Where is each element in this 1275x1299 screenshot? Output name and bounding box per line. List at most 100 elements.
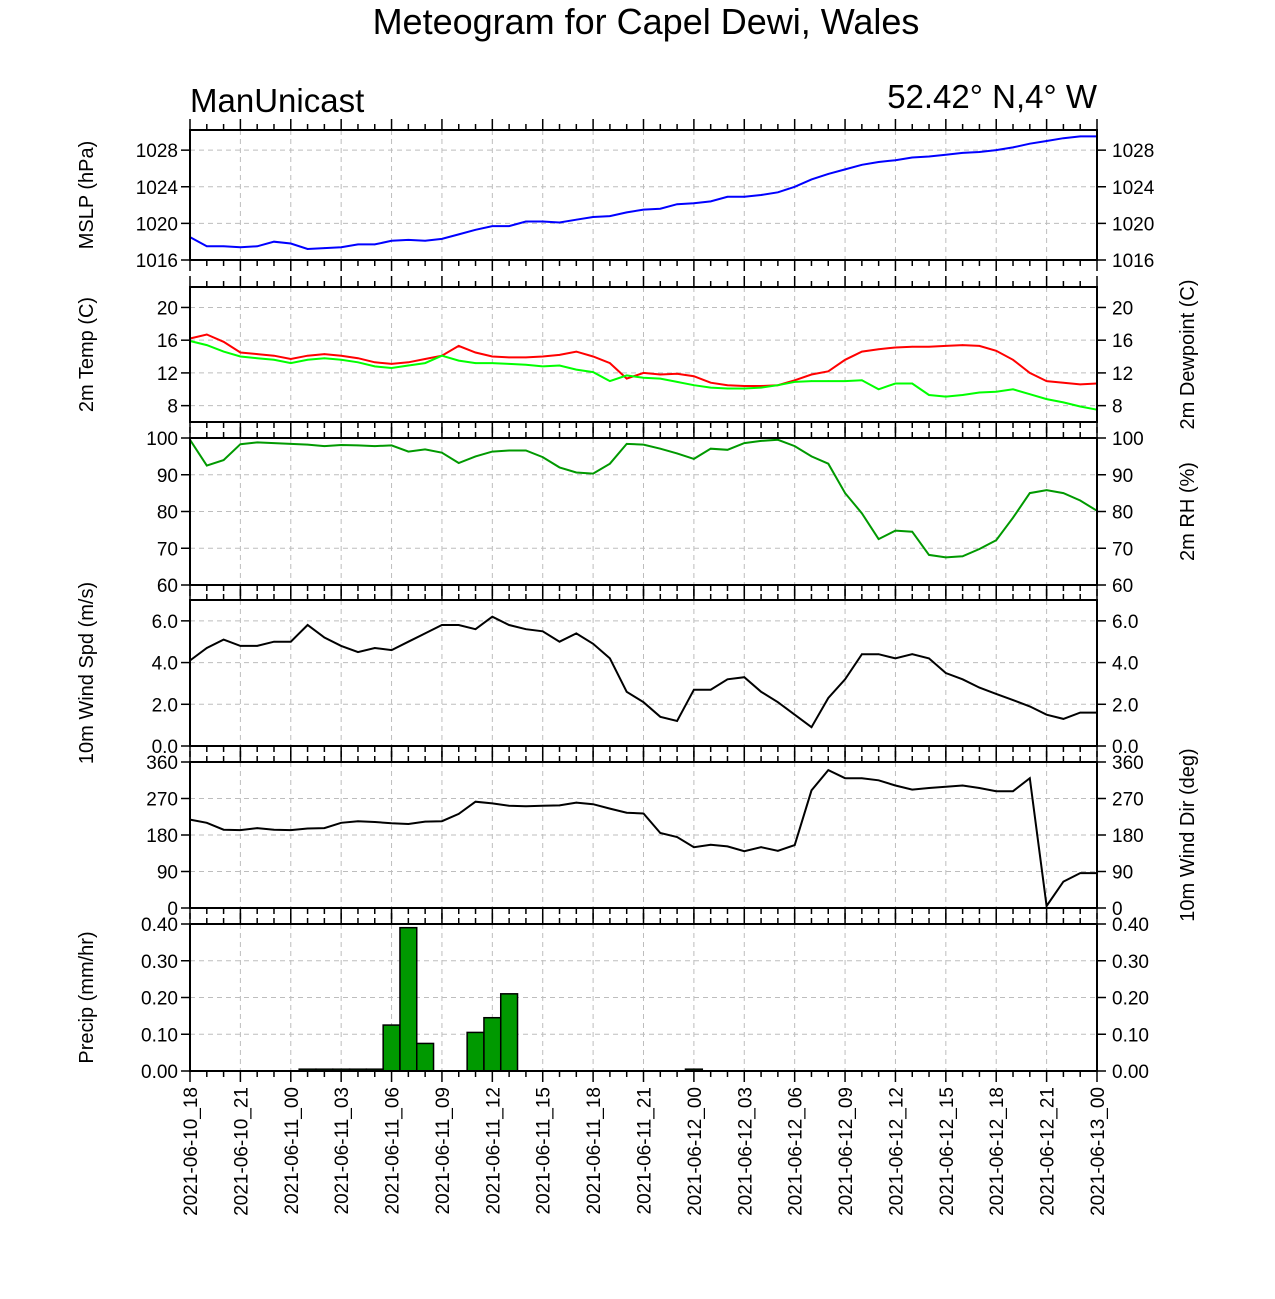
temp-data-point	[928, 345, 930, 348]
rh-data-point	[995, 539, 998, 541]
temp-data-point	[793, 379, 796, 382]
y-axis-title-left: Precip (mm/hr)	[76, 931, 98, 1063]
wind_spd-data-point	[575, 632, 578, 635]
y-tick-label-left: 0.30	[141, 952, 178, 973]
rh-data-point	[491, 450, 494, 453]
wind_spd-data-point	[273, 640, 275, 643]
temp-data-point	[289, 358, 292, 360]
rh-data-point	[373, 445, 376, 447]
x-tick-label: 2021-06-11_00	[282, 1087, 303, 1214]
wind_spd-data-point	[390, 649, 393, 651]
mslp-data-point	[1045, 140, 1048, 142]
y-axis-title-left: MSLP (hPa)	[76, 141, 98, 250]
wind_dir-data-point	[222, 828, 225, 831]
temp-data-point	[457, 345, 460, 347]
panel-wind_dir: 0 0 90 90 180 180 270 270 360 360 10m Wind Dir (de…	[146, 748, 1199, 921]
wind_dir-data-point	[491, 802, 494, 805]
wind_spd-data-point	[894, 657, 897, 660]
temp-data-point	[592, 355, 594, 358]
x-tick-label: 2021-06-12_12	[886, 1087, 907, 1216]
wind_dir-data-point	[861, 777, 863, 780]
rh-data-point	[441, 451, 443, 454]
wind_spd-data-point	[340, 645, 342, 647]
mslp-data-point	[676, 203, 678, 205]
temp-data-point	[1079, 405, 1082, 408]
temp-data-point	[709, 381, 712, 384]
x-tick-label: 2021-06-13_00	[1088, 1087, 1109, 1216]
wind_dir-data-point	[827, 769, 830, 771]
wind_spd-data-point	[424, 632, 426, 635]
rh-data-point	[541, 456, 544, 458]
temp-data-point	[508, 363, 510, 365]
temp-data-point	[306, 359, 309, 361]
temp-data-point	[676, 372, 678, 375]
rh-data-point	[625, 443, 628, 445]
wind_spd-data-point	[743, 676, 746, 678]
temp-data-point	[1045, 380, 1048, 382]
wind_dir-data-point	[424, 820, 426, 823]
x-tick-label: 2021-06-11_06	[383, 1087, 404, 1214]
panel-temp: 8 8 12 12 16 16 20 20 2m Temp (C) 2m Dewpoint (C)	[76, 276, 1199, 433]
wind_spd-data-point	[642, 701, 645, 703]
wind_spd-data-point	[1045, 713, 1048, 716]
y-tick-label-right: 20	[1112, 298, 1133, 319]
rh-data-point	[357, 444, 359, 447]
wind_dir-data-point	[525, 805, 527, 808]
y-tick-label-right: 0	[1112, 899, 1123, 920]
x-tick-label: 2021-06-11_21	[635, 1087, 656, 1214]
y-tick-label-left: 1020	[136, 214, 178, 235]
mslp-data-point	[592, 216, 594, 218]
wind_spd-data-point	[827, 697, 830, 699]
temp-data-point	[911, 382, 914, 385]
temp-data-point	[810, 380, 813, 382]
wind_dir-data-point	[793, 844, 796, 846]
temp-data-point	[978, 345, 981, 347]
wind_dir-data-point	[1079, 872, 1082, 874]
mslp-data-point	[609, 215, 611, 217]
temp-data-point	[390, 367, 393, 369]
rh-data-point	[256, 441, 258, 444]
wind_spd-data-point	[810, 726, 813, 729]
temp-data-point	[222, 341, 225, 343]
y-tick-label-right: 80	[1112, 503, 1133, 524]
mslp-data-point	[306, 248, 309, 250]
wind_dir-data-point	[474, 800, 477, 803]
y-tick-label-left: 6.0	[152, 612, 178, 633]
wind_dir-data-point	[642, 812, 645, 815]
temp-data-point	[525, 356, 527, 359]
y-tick-label-right: 6.0	[1112, 612, 1138, 633]
wind_dir-data-point	[1062, 880, 1065, 883]
temp-data-point	[1012, 388, 1014, 391]
temp-data-point	[995, 390, 998, 393]
mslp-data-point	[1079, 135, 1082, 138]
x-tick-label: 2021-06-12_18	[987, 1087, 1008, 1216]
wind_dir-data-point	[760, 846, 762, 848]
wind_spd-data-point	[457, 624, 460, 626]
wind_dir-data-point	[676, 836, 678, 838]
wind_dir-data-point	[340, 822, 342, 824]
temp-data-point	[760, 385, 762, 387]
wind_dir-data-point	[390, 822, 393, 825]
y-tick-label-right: 0.00	[1112, 1062, 1149, 1083]
temp-data-point	[323, 357, 326, 359]
mslp-data-point	[760, 194, 762, 196]
mslp-data-point	[222, 245, 225, 248]
wind_spd-data-point	[676, 720, 678, 722]
mslp-data-point	[894, 159, 897, 162]
rh-data-point	[289, 443, 292, 445]
y-tick-label-right: 16	[1112, 331, 1133, 352]
precip-bar	[416, 1042, 435, 1072]
wind_dir-data-point	[357, 820, 359, 823]
wind_dir-data-point	[995, 790, 998, 792]
y-tick-label-right: 1024	[1112, 178, 1155, 199]
y-tick-label-left: 0.40	[141, 915, 178, 936]
wind_spd-data-point	[525, 628, 527, 630]
temp-data-point	[239, 355, 242, 358]
temp-data-point	[1079, 383, 1082, 386]
temp-data-point	[894, 346, 897, 349]
wind_dir-data-point	[911, 788, 914, 791]
rh-data-point	[928, 554, 930, 556]
wind_dir-data-point	[239, 829, 242, 831]
mslp-data-point	[575, 218, 578, 221]
